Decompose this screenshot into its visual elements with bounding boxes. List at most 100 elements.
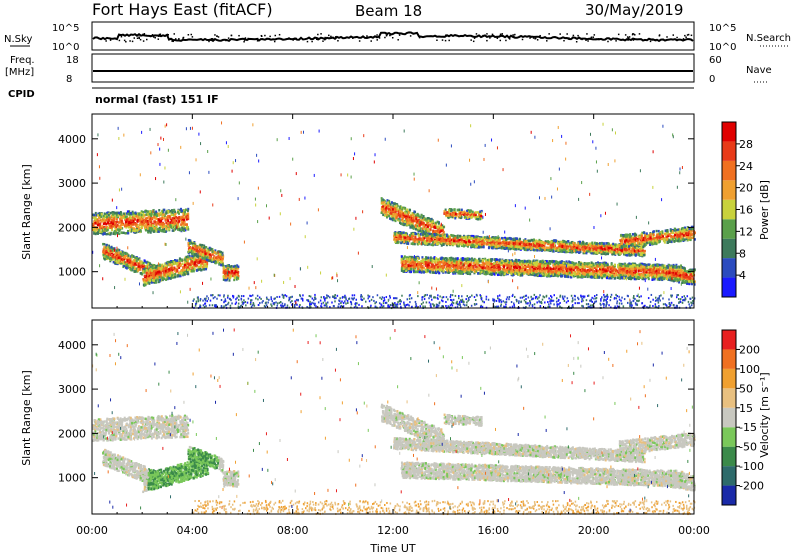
- search-noise-point: [666, 36, 668, 38]
- echo-point: [403, 303, 405, 306]
- echo-point: [380, 208, 383, 211]
- echo-point: [410, 297, 413, 300]
- echo-point: [118, 226, 121, 229]
- echo-point: [616, 300, 619, 303]
- echo-point: [390, 212, 393, 215]
- echo-point: [529, 299, 531, 302]
- echo-point: [288, 296, 290, 299]
- echo-point: [166, 218, 169, 222]
- search-noise-point: [142, 33, 144, 36]
- echo-point: [320, 302, 323, 305]
- echo-point: [187, 228, 190, 231]
- search-noise-point: [385, 34, 388, 37]
- echo-point: [131, 216, 134, 219]
- echo-point: [208, 304, 211, 307]
- echo-point: [449, 295, 452, 298]
- echo-point: [513, 302, 515, 305]
- echo-point: [116, 262, 119, 266]
- echo-point: [117, 211, 120, 215]
- echo-point: [133, 214, 136, 218]
- echo-point: [99, 226, 102, 230]
- echo-point: [151, 228, 154, 232]
- echo-point: [196, 261, 199, 264]
- echo-point: [668, 303, 671, 306]
- echo-point: [561, 296, 564, 299]
- echo-point: [311, 301, 313, 304]
- search-noise-point: [521, 38, 524, 41]
- echo-point: [466, 295, 469, 298]
- echo-point: [577, 251, 580, 254]
- echo-point: [548, 303, 550, 306]
- echo-point: [457, 297, 460, 300]
- echo-point: [387, 304, 389, 307]
- echo-point: [127, 265, 130, 268]
- echo-point: [94, 232, 97, 236]
- echo-point: [103, 246, 106, 249]
- echo-point: [356, 302, 358, 305]
- echo-point: [159, 278, 162, 282]
- echo-point: [273, 301, 276, 304]
- echo-point: [295, 298, 298, 301]
- echo-point: [669, 304, 671, 307]
- echo-point: [145, 210, 148, 213]
- echo-point: [216, 260, 219, 264]
- echo-point: [232, 294, 234, 297]
- search-noise-point: [138, 36, 140, 38]
- echo-point: [271, 300, 274, 303]
- search-noise-point: [572, 34, 575, 37]
- echo-point: [175, 222, 178, 226]
- echo-point: [350, 303, 353, 306]
- echo-point: [185, 218, 188, 221]
- echo-point: [101, 230, 104, 233]
- echo-point: [480, 298, 483, 301]
- echo-point: [138, 267, 141, 271]
- echo-point: [115, 257, 118, 261]
- echo-point: [103, 258, 106, 261]
- search-noise-point: [499, 39, 502, 42]
- echo-point: [142, 270, 145, 273]
- search-noise-point: [151, 34, 154, 36]
- echo-point: [120, 216, 123, 220]
- echo-point: [220, 299, 223, 302]
- echo-point: [536, 297, 539, 300]
- echo-point: [553, 303, 555, 306]
- echo-point: [242, 295, 245, 298]
- echo-point: [107, 232, 110, 236]
- search-noise-point: [665, 39, 668, 41]
- echo-point: [289, 296, 292, 299]
- echo-point: [128, 210, 131, 213]
- echo-point: [426, 293, 428, 296]
- echo-point: [421, 298, 423, 301]
- echo-point: [582, 295, 585, 298]
- echo-point: [370, 304, 372, 307]
- echo-point: [174, 259, 177, 262]
- echo-point: [170, 225, 173, 228]
- echo-point: [372, 296, 374, 299]
- search-noise-point: [216, 35, 218, 37]
- echo-point: [112, 224, 115, 227]
- echo-point: [314, 296, 316, 299]
- echo-point: [414, 305, 417, 308]
- echo-point: [137, 257, 140, 261]
- search-noise-point: [358, 40, 361, 42]
- echo-point: [417, 295, 419, 298]
- echo-point: [125, 263, 128, 267]
- echo-point: [137, 213, 140, 216]
- echo-point: [539, 294, 541, 297]
- echo-point: [433, 296, 435, 299]
- echo-point: [422, 222, 425, 225]
- echo-point: [383, 201, 386, 204]
- search-noise-point: [149, 35, 152, 38]
- search-noise-point: [256, 40, 259, 42]
- echo-point: [437, 221, 440, 225]
- echo-point: [583, 295, 586, 298]
- search-noise-point: [589, 37, 592, 40]
- echo-point: [182, 212, 185, 216]
- echo-point: [237, 305, 240, 308]
- echo-point: [641, 306, 644, 309]
- echo-point: [169, 209, 172, 213]
- echo-point: [313, 299, 315, 302]
- echo-point: [225, 271, 228, 274]
- search-noise-point: [475, 33, 478, 35]
- echo-point: [152, 279, 155, 282]
